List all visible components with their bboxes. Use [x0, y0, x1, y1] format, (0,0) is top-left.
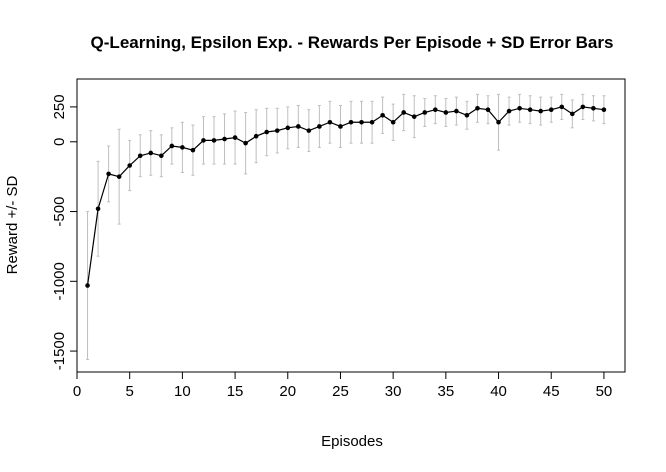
data-point: [401, 110, 406, 115]
data-point: [454, 108, 459, 114]
data-point: [422, 110, 428, 115]
data-point: [485, 107, 491, 112]
data-point: [433, 107, 438, 112]
data-point: [475, 106, 480, 111]
data-point: [348, 119, 354, 125]
data-point: [180, 145, 185, 150]
x-tick-label: 35: [438, 383, 455, 400]
x-axis-label: Episodes: [321, 433, 383, 450]
data-point: [538, 108, 543, 114]
data-points: [85, 104, 607, 288]
data-point: [380, 112, 385, 118]
data-point: [306, 128, 312, 133]
data-point: [116, 174, 122, 179]
data-point: [211, 138, 217, 143]
data-point: [559, 104, 565, 110]
data-point: [327, 119, 333, 125]
y-tick-label: -1000: [51, 262, 68, 300]
data-point: [201, 138, 206, 143]
data-point: [85, 283, 90, 288]
y-tick-label: -500: [51, 197, 68, 227]
y-tick-label: -1500: [51, 332, 68, 370]
data-point: [127, 163, 132, 168]
data-point: [338, 124, 343, 129]
data-point: [496, 119, 501, 125]
chart-title: Q-Learning, Epsilon Exp. - Rewards Per E…: [91, 33, 614, 52]
data-point: [264, 129, 269, 135]
data-point: [506, 108, 512, 114]
data-point: [253, 133, 259, 139]
y-tick-label: 250: [51, 94, 68, 119]
x-axis: 0 5 10 15 20 25 30 35 40 45 50: [73, 371, 613, 400]
data-point: [601, 107, 607, 112]
data-point: [106, 171, 111, 177]
x-tick-label: 50: [596, 383, 613, 400]
x-tick-label: 0: [73, 383, 81, 400]
data-point: [359, 119, 364, 125]
data-point: [159, 153, 164, 159]
x-tick-label: 20: [279, 383, 296, 400]
data-point: [274, 128, 280, 133]
x-tick-label: 15: [227, 383, 244, 400]
data-point: [222, 136, 227, 142]
data-point: [411, 114, 417, 119]
series-polyline: [86, 106, 605, 286]
y-axis: -1500 -1000 -500 0 250: [51, 94, 78, 370]
data-point: [148, 150, 154, 156]
y-tick-label: 0: [51, 138, 68, 146]
data-point: [232, 135, 238, 140]
data-point: [169, 143, 175, 149]
data-point: [570, 111, 575, 117]
data-point: [317, 124, 322, 129]
data-point: [190, 147, 196, 153]
x-tick-label: 45: [543, 383, 560, 400]
data-point: [243, 140, 248, 146]
data-point: [591, 106, 596, 111]
x-tick-label: 25: [332, 383, 349, 400]
data-point: [95, 206, 101, 212]
x-tick-label: 30: [385, 383, 402, 400]
data-point: [464, 112, 470, 118]
data-point: [390, 119, 396, 125]
data-point: [517, 106, 522, 111]
data-point: [285, 125, 291, 131]
data-point: [137, 153, 143, 159]
error-bars: [86, 93, 606, 360]
data-point: [443, 110, 449, 115]
y-axis-label: Reward +/- SD: [4, 175, 21, 274]
series-line: [86, 106, 605, 286]
data-point: [580, 104, 586, 110]
data-point: [548, 107, 554, 112]
x-tick-label: 5: [126, 383, 134, 400]
data-point: [296, 124, 301, 129]
x-tick-label: 40: [490, 383, 507, 400]
x-tick-label: 10: [174, 383, 191, 400]
data-point: [369, 119, 375, 125]
data-point: [527, 107, 533, 112]
